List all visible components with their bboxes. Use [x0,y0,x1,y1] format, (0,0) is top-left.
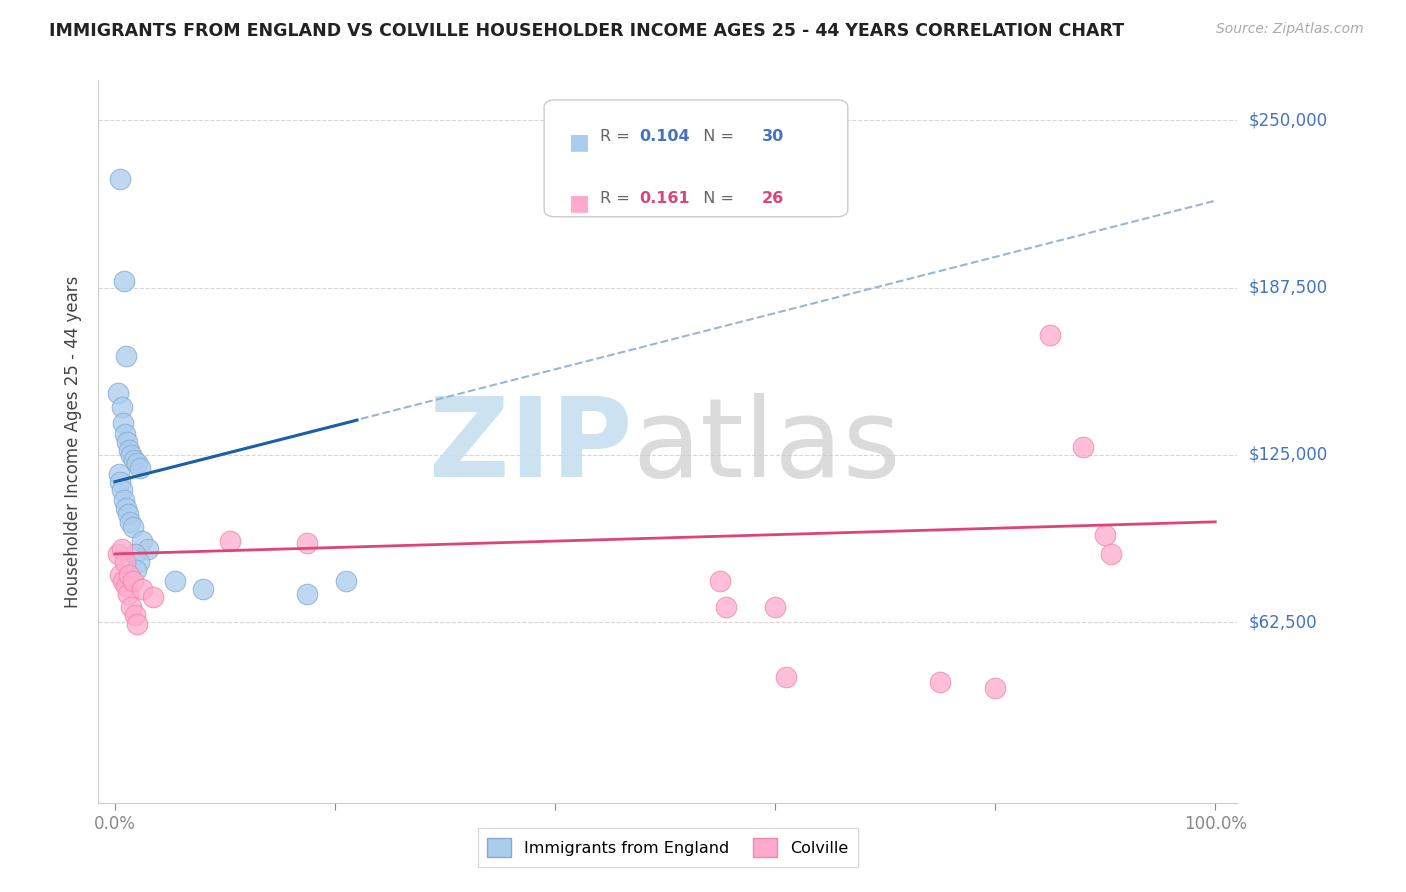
Point [1099,547,1122,561]
Text: ■: ■ [569,194,591,213]
Point [120,600,142,615]
Text: $187,500: $187,500 [1249,278,1327,297]
Text: 0.104: 0.104 [640,129,690,145]
Point [125,616,148,631]
Point [763,600,786,615]
Point [297,536,319,550]
Point [125,563,148,577]
Legend: Immigrants from England, Colville: Immigrants from England, Colville [478,829,858,867]
Point [191,582,214,596]
Text: $62,500: $62,500 [1249,613,1317,632]
Point [120,515,142,529]
Text: R =: R = [600,191,636,206]
Point [120,448,142,462]
Text: IMMIGRANTS FROM ENGLAND VS COLVILLE HOUSEHOLDER INCOME AGES 25 - 44 YEARS CORREL: IMMIGRANTS FROM ENGLAND VS COLVILLE HOUS… [49,22,1125,40]
Point [115,349,138,363]
Text: Source: ZipAtlas.com: Source: ZipAtlas.com [1216,22,1364,37]
Point [136,541,159,556]
Point [1071,440,1094,454]
Point [775,670,797,684]
Text: $250,000: $250,000 [1249,112,1327,129]
Point [131,533,153,548]
Point [117,507,139,521]
Y-axis label: Householder Income Ages 25 - 44 years: Householder Income Ages 25 - 44 years [65,276,83,607]
Point [129,461,152,475]
Point [110,541,132,556]
Point [335,574,357,588]
Point [122,453,145,467]
Point [709,574,731,588]
Text: N =: N = [693,129,740,145]
Text: $125,000: $125,000 [1249,446,1327,464]
Point [110,475,132,489]
Point [107,386,129,401]
Point [107,547,129,561]
Point [984,681,1007,695]
Point [1039,327,1062,342]
Point [110,483,132,497]
Point [118,568,141,582]
Point [115,501,138,516]
Point [121,574,143,588]
Point [1094,528,1116,542]
Point [110,568,132,582]
Point [297,587,319,601]
Text: N =: N = [693,191,740,206]
Point [111,416,134,430]
Point [124,608,146,623]
Text: 26: 26 [762,191,785,206]
Point [117,587,139,601]
Point [165,574,187,588]
Point [219,533,242,548]
Point [115,434,138,449]
Text: R =: R = [600,129,636,145]
Point [131,582,153,596]
Point [112,274,135,288]
Point [112,493,135,508]
Point [114,426,136,441]
Text: ■: ■ [569,132,591,152]
Point [142,590,165,604]
Text: 0.161: 0.161 [640,191,690,206]
Point [128,555,150,569]
Text: 30: 30 [762,129,785,145]
Point [115,579,138,593]
Point [929,675,952,690]
Point [714,600,737,615]
Point [121,520,143,534]
Text: atlas: atlas [633,393,901,500]
Point [124,547,146,561]
Point [108,467,131,481]
Text: ZIP: ZIP [429,393,633,500]
Point [118,442,141,457]
Point [125,456,148,470]
Point [111,574,134,588]
Point [114,555,136,569]
Point [110,172,132,186]
Point [110,400,132,414]
